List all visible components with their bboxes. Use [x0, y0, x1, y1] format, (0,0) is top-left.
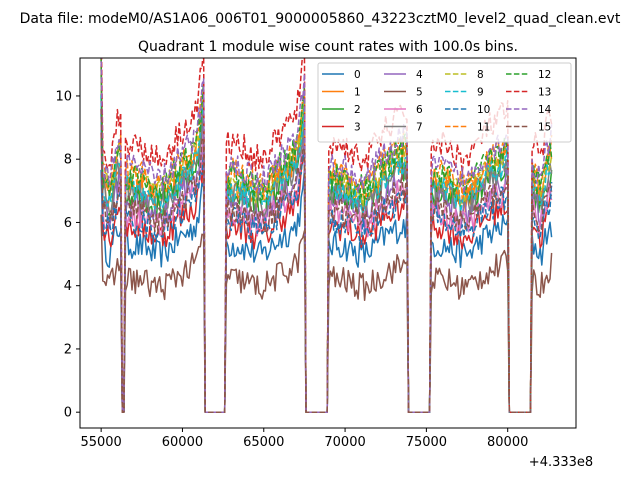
y-tick-label-8: 8: [64, 153, 72, 168]
legend-label-5: 5: [416, 87, 423, 99]
figure-suptitle: Data file: modeM0/AS1A06_006T01_90000058…: [20, 11, 621, 27]
series-line-8: [100, 68, 553, 413]
legend-label-15: 15: [538, 122, 551, 134]
legend-label-4: 4: [416, 69, 423, 81]
legend-item-15: 15: [506, 122, 551, 134]
legend-label-12: 12: [538, 69, 551, 81]
legend-item-8: 8: [445, 69, 484, 81]
legend-label-10: 10: [477, 104, 490, 116]
y-tick-label-10: 10: [55, 89, 72, 104]
legend-label-6: 6: [416, 104, 423, 116]
legend-item-0: 0: [322, 69, 361, 81]
legend-label-1: 1: [354, 87, 361, 99]
y-tick-label-0: 0: [64, 406, 72, 421]
x-tick-label-55000: 55000: [80, 435, 121, 450]
legend-item-5: 5: [384, 87, 423, 99]
legend-label-14: 14: [538, 104, 552, 116]
legend-frame: [317, 62, 572, 143]
series-line-10: [100, 113, 553, 413]
legend-label-13: 13: [538, 87, 551, 99]
legend-item-6: 6: [384, 104, 423, 116]
y-tick-label-2: 2: [64, 342, 72, 357]
series-line-15: [100, 108, 553, 413]
legend-item-13: 13: [506, 87, 551, 99]
legend-label-0: 0: [354, 69, 361, 81]
legend-item-10: 10: [445, 104, 490, 116]
x-tick-label-60000: 60000: [162, 435, 203, 450]
series-line-14: [100, 58, 553, 413]
legend-label-11: 11: [477, 122, 490, 134]
legend-item-7: 7: [384, 122, 423, 134]
y-tick-label-4: 4: [64, 279, 72, 294]
x-tick-label-70000: 70000: [324, 435, 365, 450]
legend-label-7: 7: [416, 122, 423, 134]
legend-label-3: 3: [354, 122, 361, 134]
legend-item-4: 4: [384, 69, 423, 81]
x-offset-label: +4.333e8: [529, 455, 593, 470]
x-tick-label-80000: 80000: [487, 435, 528, 450]
legend-label-9: 9: [477, 87, 484, 99]
legend-item-9: 9: [445, 87, 484, 99]
legend-item-11: 11: [445, 122, 490, 134]
plot-frame: [79, 57, 577, 429]
legend-label-8: 8: [477, 69, 484, 81]
legend-item-3: 3: [322, 122, 361, 134]
legend-item-2: 2: [322, 104, 361, 116]
x-tick-label-65000: 65000: [243, 435, 284, 450]
chart-title: Quadrant 1 module wise count rates with …: [138, 39, 518, 55]
legend-item-12: 12: [506, 69, 551, 81]
legend-item-14: 14: [506, 104, 552, 116]
series-line-9: [100, 95, 553, 413]
legend-item-1: 1: [322, 87, 361, 99]
y-tick-label-6: 6: [64, 216, 72, 231]
x-tick-label-75000: 75000: [406, 435, 447, 450]
series-layer: [100, 58, 553, 413]
legend-label-2: 2: [354, 104, 361, 116]
